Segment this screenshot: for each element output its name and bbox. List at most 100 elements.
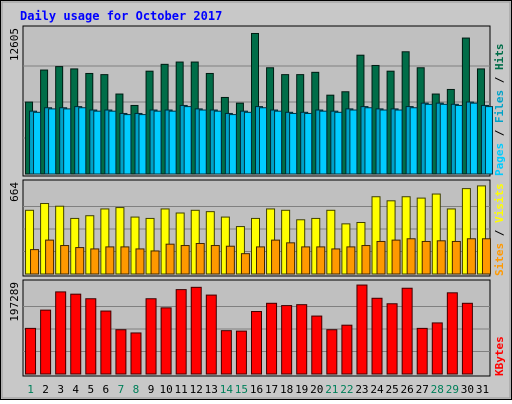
bar-visits-day-20 bbox=[311, 217, 321, 275]
bar-visits-day-9 bbox=[145, 217, 155, 275]
bar-kbytes-day-11 bbox=[175, 289, 187, 375]
bar-visits-day-28 bbox=[431, 193, 441, 275]
series-visits bbox=[25, 185, 486, 275]
bar-kbytes-day-4 bbox=[70, 293, 82, 375]
x-tick-label: 27 bbox=[416, 383, 429, 396]
x-tick-label: 30 bbox=[461, 383, 474, 396]
bar-sites-day-9 bbox=[150, 250, 160, 275]
bar-visits-day-24 bbox=[371, 196, 381, 275]
bar-visits-day-12 bbox=[190, 209, 200, 275]
x-tick-label: 10 bbox=[159, 383, 172, 396]
x-tick-label: 24 bbox=[370, 383, 384, 396]
x-tick-label: 21 bbox=[325, 383, 338, 396]
bar-sites-day-28 bbox=[436, 240, 446, 275]
x-tick-label: 1 bbox=[27, 383, 34, 396]
bar-visits-day-2 bbox=[40, 203, 50, 275]
bar-sites-day-21 bbox=[331, 248, 341, 275]
bar-sites-day-18 bbox=[286, 242, 296, 275]
bar-pages-day-22 bbox=[349, 109, 358, 175]
legend-hits-files-pages: Pages / Files / Hits bbox=[493, 44, 506, 177]
x-tick-label: 31 bbox=[476, 383, 489, 396]
bar-pages-day-5 bbox=[93, 110, 102, 175]
bar-kbytes-day-1 bbox=[25, 327, 37, 375]
bar-sites-day-25 bbox=[391, 239, 401, 275]
bar-visits-day-6 bbox=[100, 208, 110, 275]
bar-kbytes-day-25 bbox=[386, 303, 398, 375]
bar-kbytes-day-29 bbox=[446, 292, 458, 375]
bar-kbytes-day-10 bbox=[160, 307, 172, 375]
bar-sites-day-30 bbox=[466, 238, 476, 275]
bar-visits-day-18 bbox=[281, 209, 291, 275]
x-tick-label: 7 bbox=[118, 383, 125, 396]
panels-layer: 12605 664 197289 bbox=[8, 25, 493, 377]
bar-pages-day-13 bbox=[213, 110, 222, 175]
bar-pages-day-9 bbox=[153, 110, 162, 175]
bar-visits-day-1 bbox=[25, 209, 35, 275]
bar-sites-day-15 bbox=[240, 253, 250, 275]
bar-kbytes-day-17 bbox=[266, 302, 278, 375]
bar-pages-day-7 bbox=[123, 114, 132, 175]
bar-sites-day-5 bbox=[90, 248, 100, 275]
bar-sites-day-20 bbox=[316, 246, 326, 275]
chart-title: Daily usage for October 2017 bbox=[20, 9, 222, 23]
bar-sites-day-6 bbox=[105, 246, 115, 275]
y-max-label: 664 bbox=[8, 182, 21, 202]
bar-pages-day-8 bbox=[138, 114, 147, 175]
bar-kbytes-day-23 bbox=[356, 284, 368, 375]
bar-visits-day-7 bbox=[115, 207, 125, 275]
bar-sites-day-19 bbox=[301, 246, 311, 275]
x-tick-label: 29 bbox=[446, 383, 459, 396]
bar-sites-day-17 bbox=[271, 239, 281, 275]
x-tick-label: 4 bbox=[72, 383, 79, 396]
bar-visits-day-5 bbox=[85, 215, 95, 275]
bar-pages-day-4 bbox=[78, 107, 87, 175]
bar-pages-day-24 bbox=[379, 109, 388, 175]
bar-visits-day-3 bbox=[55, 205, 65, 275]
x-tick-label: 25 bbox=[385, 383, 398, 396]
x-tick-label: 15 bbox=[235, 383, 248, 396]
series-sites bbox=[30, 238, 491, 275]
bar-sites-day-11 bbox=[180, 245, 190, 275]
bar-pages-day-15 bbox=[243, 111, 252, 175]
bar-pages-day-3 bbox=[63, 108, 72, 175]
bar-pages-day-16 bbox=[259, 107, 267, 175]
bar-visits-day-10 bbox=[160, 208, 170, 275]
bar-visits-day-26 bbox=[401, 196, 411, 275]
bar-sites-day-12 bbox=[195, 243, 205, 275]
bar-visits-day-31 bbox=[476, 185, 486, 275]
bar-pages-day-23 bbox=[364, 107, 373, 175]
x-axis: 1 2 3 4 5 6 7 8 9 10 11 12 13 14 15 16 17 18 19 20 21 22 23 24 2… bbox=[27, 383, 489, 396]
bar-kbytes-day-5 bbox=[85, 298, 97, 375]
legend-visits-sites: Sites / Visits bbox=[493, 183, 506, 276]
x-tick-label: 2 bbox=[42, 383, 49, 396]
bar-sites-day-31 bbox=[481, 238, 491, 275]
panel-visits-sites: 664 bbox=[8, 179, 491, 277]
x-tick-label: 14 bbox=[220, 383, 234, 396]
legend-kbytes: KBytes bbox=[493, 336, 506, 376]
bar-sites-day-4 bbox=[75, 247, 85, 275]
bar-visits-day-4 bbox=[70, 217, 80, 275]
bar-pages-day-10 bbox=[168, 110, 177, 175]
bar-visits-day-21 bbox=[326, 209, 336, 275]
x-tick-label: 3 bbox=[57, 383, 64, 396]
x-tick-label: 17 bbox=[265, 383, 278, 396]
bar-pages-day-30 bbox=[469, 102, 478, 175]
bar-pages-day-12 bbox=[198, 109, 207, 175]
bar-kbytes-day-21 bbox=[326, 329, 338, 375]
x-tick-label: 6 bbox=[103, 383, 110, 396]
bar-kbytes-day-3 bbox=[55, 291, 67, 375]
bar-sites-day-7 bbox=[120, 246, 130, 275]
bar-sites-day-2 bbox=[45, 239, 55, 275]
bar-pages-day-26 bbox=[409, 107, 418, 175]
x-tick-label: 28 bbox=[431, 383, 444, 396]
bar-pages-day-29 bbox=[454, 104, 463, 175]
bar-kbytes-day-20 bbox=[311, 315, 323, 375]
bar-sites-day-26 bbox=[406, 238, 416, 275]
bar-pages-day-17 bbox=[274, 110, 283, 175]
bar-visits-day-25 bbox=[386, 200, 396, 275]
x-tick-label: 22 bbox=[340, 383, 353, 396]
bar-sites-day-1 bbox=[30, 249, 40, 275]
